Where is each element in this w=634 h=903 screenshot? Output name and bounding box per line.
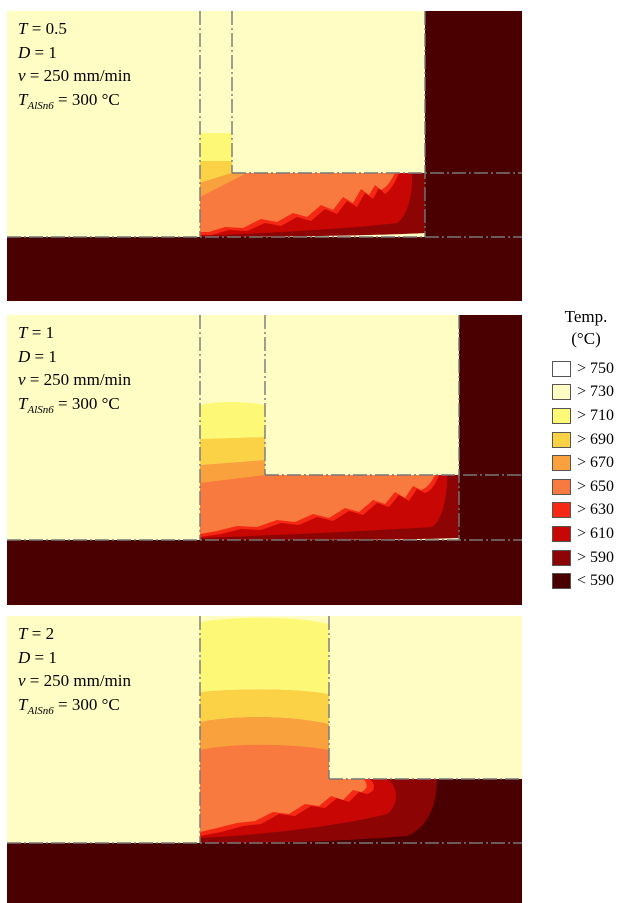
param-T: T = 2 — [18, 624, 55, 643]
legend-swatch — [552, 455, 571, 472]
temperature-legend: Temp. (°C) > 750 > 730 > 710 > 690 > 670 > 65… — [552, 306, 634, 593]
param-T: T = 1 — [18, 323, 55, 342]
legend-item: > 630 — [552, 499, 634, 523]
param-v: v = 250 mm/min — [18, 370, 132, 389]
temperature-contour-plot-3 — [7, 616, 522, 903]
legend-items: > 750 > 730 > 710 > 690 > 670 > 650 > 630 > 610… — [552, 357, 634, 593]
param-D: D = 1 — [18, 42, 57, 62]
legend-item: > 690 — [552, 428, 634, 452]
legend-label: > 710 — [577, 406, 615, 424]
contour-panel-1: T = 0.5 D = 1 v = 250 mm/min TAlSn6 = 30… — [7, 11, 522, 301]
legend-label: > 610 — [577, 524, 615, 542]
contour-panel-3: T = 2 D = 1 v = 250 mm/min TAlSn6 = 300 … — [7, 616, 522, 903]
legend-swatch — [552, 502, 571, 519]
legend-title-line1: Temp. — [564, 307, 608, 326]
legend-title-line2: (°C) — [571, 329, 601, 348]
param-T-alsn6: TAlSn6 = 300 °C — [18, 694, 120, 717]
parameter-labels-1: T = 0.5 D = 1 v = 250 mm/min TAlSn6 = 30… — [18, 17, 131, 118]
param-v: v = 250 mm/min — [18, 66, 132, 85]
legend-label: < 590 — [577, 572, 615, 590]
param-v: v = 250 mm/min — [18, 671, 132, 690]
legend-item: > 750 — [552, 357, 634, 381]
legend-label: > 650 — [577, 477, 615, 495]
contour-panel-2: T = 1 D = 1 v = 250 mm/min TAlSn6 = 300 … — [7, 315, 522, 605]
parameter-labels-3: T = 2 D = 1 v = 250 mm/min TAlSn6 = 300 … — [18, 622, 131, 723]
legend-swatch — [552, 549, 571, 566]
temperature-contour-plot-1 — [7, 11, 522, 301]
legend-swatch — [552, 407, 571, 424]
legend-swatch — [552, 360, 571, 377]
legend-title: Temp. (°C) — [552, 306, 620, 350]
legend-item: < 590 — [552, 569, 634, 593]
legend-swatch — [552, 478, 571, 495]
legend-item: > 650 — [552, 475, 634, 499]
param-T-alsn6: TAlSn6 = 300 °C — [18, 89, 120, 112]
param-D: D = 1 — [18, 647, 57, 667]
legend-swatch — [552, 384, 571, 401]
legend-swatch — [552, 431, 571, 448]
legend-label: > 690 — [577, 430, 615, 448]
legend-label: > 750 — [577, 359, 615, 377]
legend-item: > 670 — [552, 451, 634, 475]
legend-label: > 630 — [577, 501, 615, 519]
legend-label: > 670 — [577, 454, 615, 472]
temperature-contour-plot-2 — [7, 315, 522, 605]
legend-item: > 610 — [552, 522, 634, 546]
param-T-alsn6: TAlSn6 = 300 °C — [18, 393, 120, 416]
parameter-labels-2: T = 1 D = 1 v = 250 mm/min TAlSn6 = 300 … — [18, 321, 131, 422]
legend-swatch — [552, 525, 571, 542]
legend-swatch — [552, 573, 571, 590]
legend-label: > 590 — [577, 548, 615, 566]
legend-item: > 710 — [552, 404, 634, 428]
param-T: T = 0.5 — [18, 19, 67, 38]
legend-item: > 730 — [552, 381, 634, 405]
param-D: D = 1 — [18, 346, 57, 366]
legend-label: > 730 — [577, 383, 615, 401]
legend-item: > 590 — [552, 546, 634, 570]
